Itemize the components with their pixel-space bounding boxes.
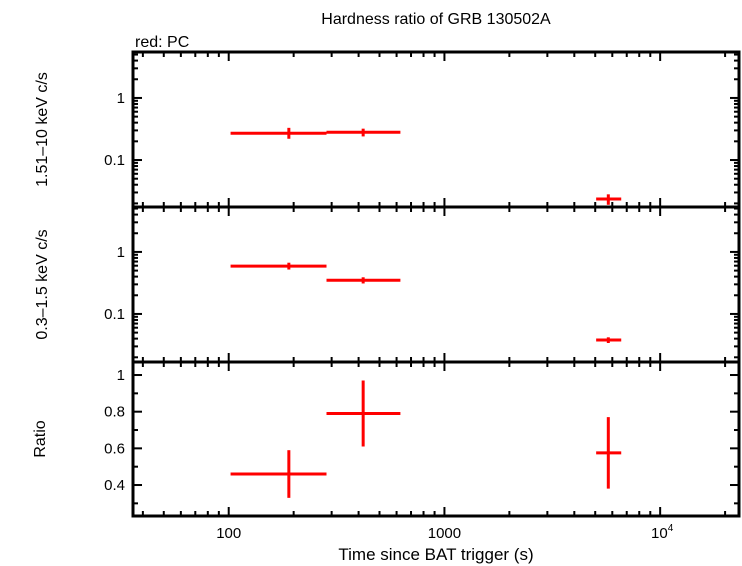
y-tick-label: 1 (117, 90, 125, 107)
y-tick-label: 1 (117, 244, 125, 261)
legend-note: red: PC (135, 34, 189, 51)
x-tick-label: 10^4 (651, 523, 674, 542)
chart-title: Hardness ratio of GRB 130502A (321, 11, 551, 28)
y-tick-label: 0.8 (104, 404, 125, 421)
y-axis-label: Ratio (32, 420, 49, 457)
y-tick-label: 0.6 (104, 440, 125, 457)
x-axis-label: Time since BAT trigger (s) (338, 545, 533, 564)
panel-frame (131, 360, 741, 518)
y-axis-label: 0.3–1.5 keV c/s (34, 229, 51, 339)
panel-frame (131, 205, 741, 364)
y-tick-label: 0.1 (104, 152, 125, 169)
y-tick-label: 0.4 (104, 477, 125, 494)
panel-frame (131, 50, 741, 209)
x-tick-label: 1000 (428, 525, 461, 542)
y-tick-label: 1 (117, 367, 125, 384)
y-tick-label: 0.1 (104, 306, 125, 323)
y-axis-label: 1.51–10 keV c/s (34, 72, 51, 187)
x-tick-label: 100 (216, 525, 241, 542)
